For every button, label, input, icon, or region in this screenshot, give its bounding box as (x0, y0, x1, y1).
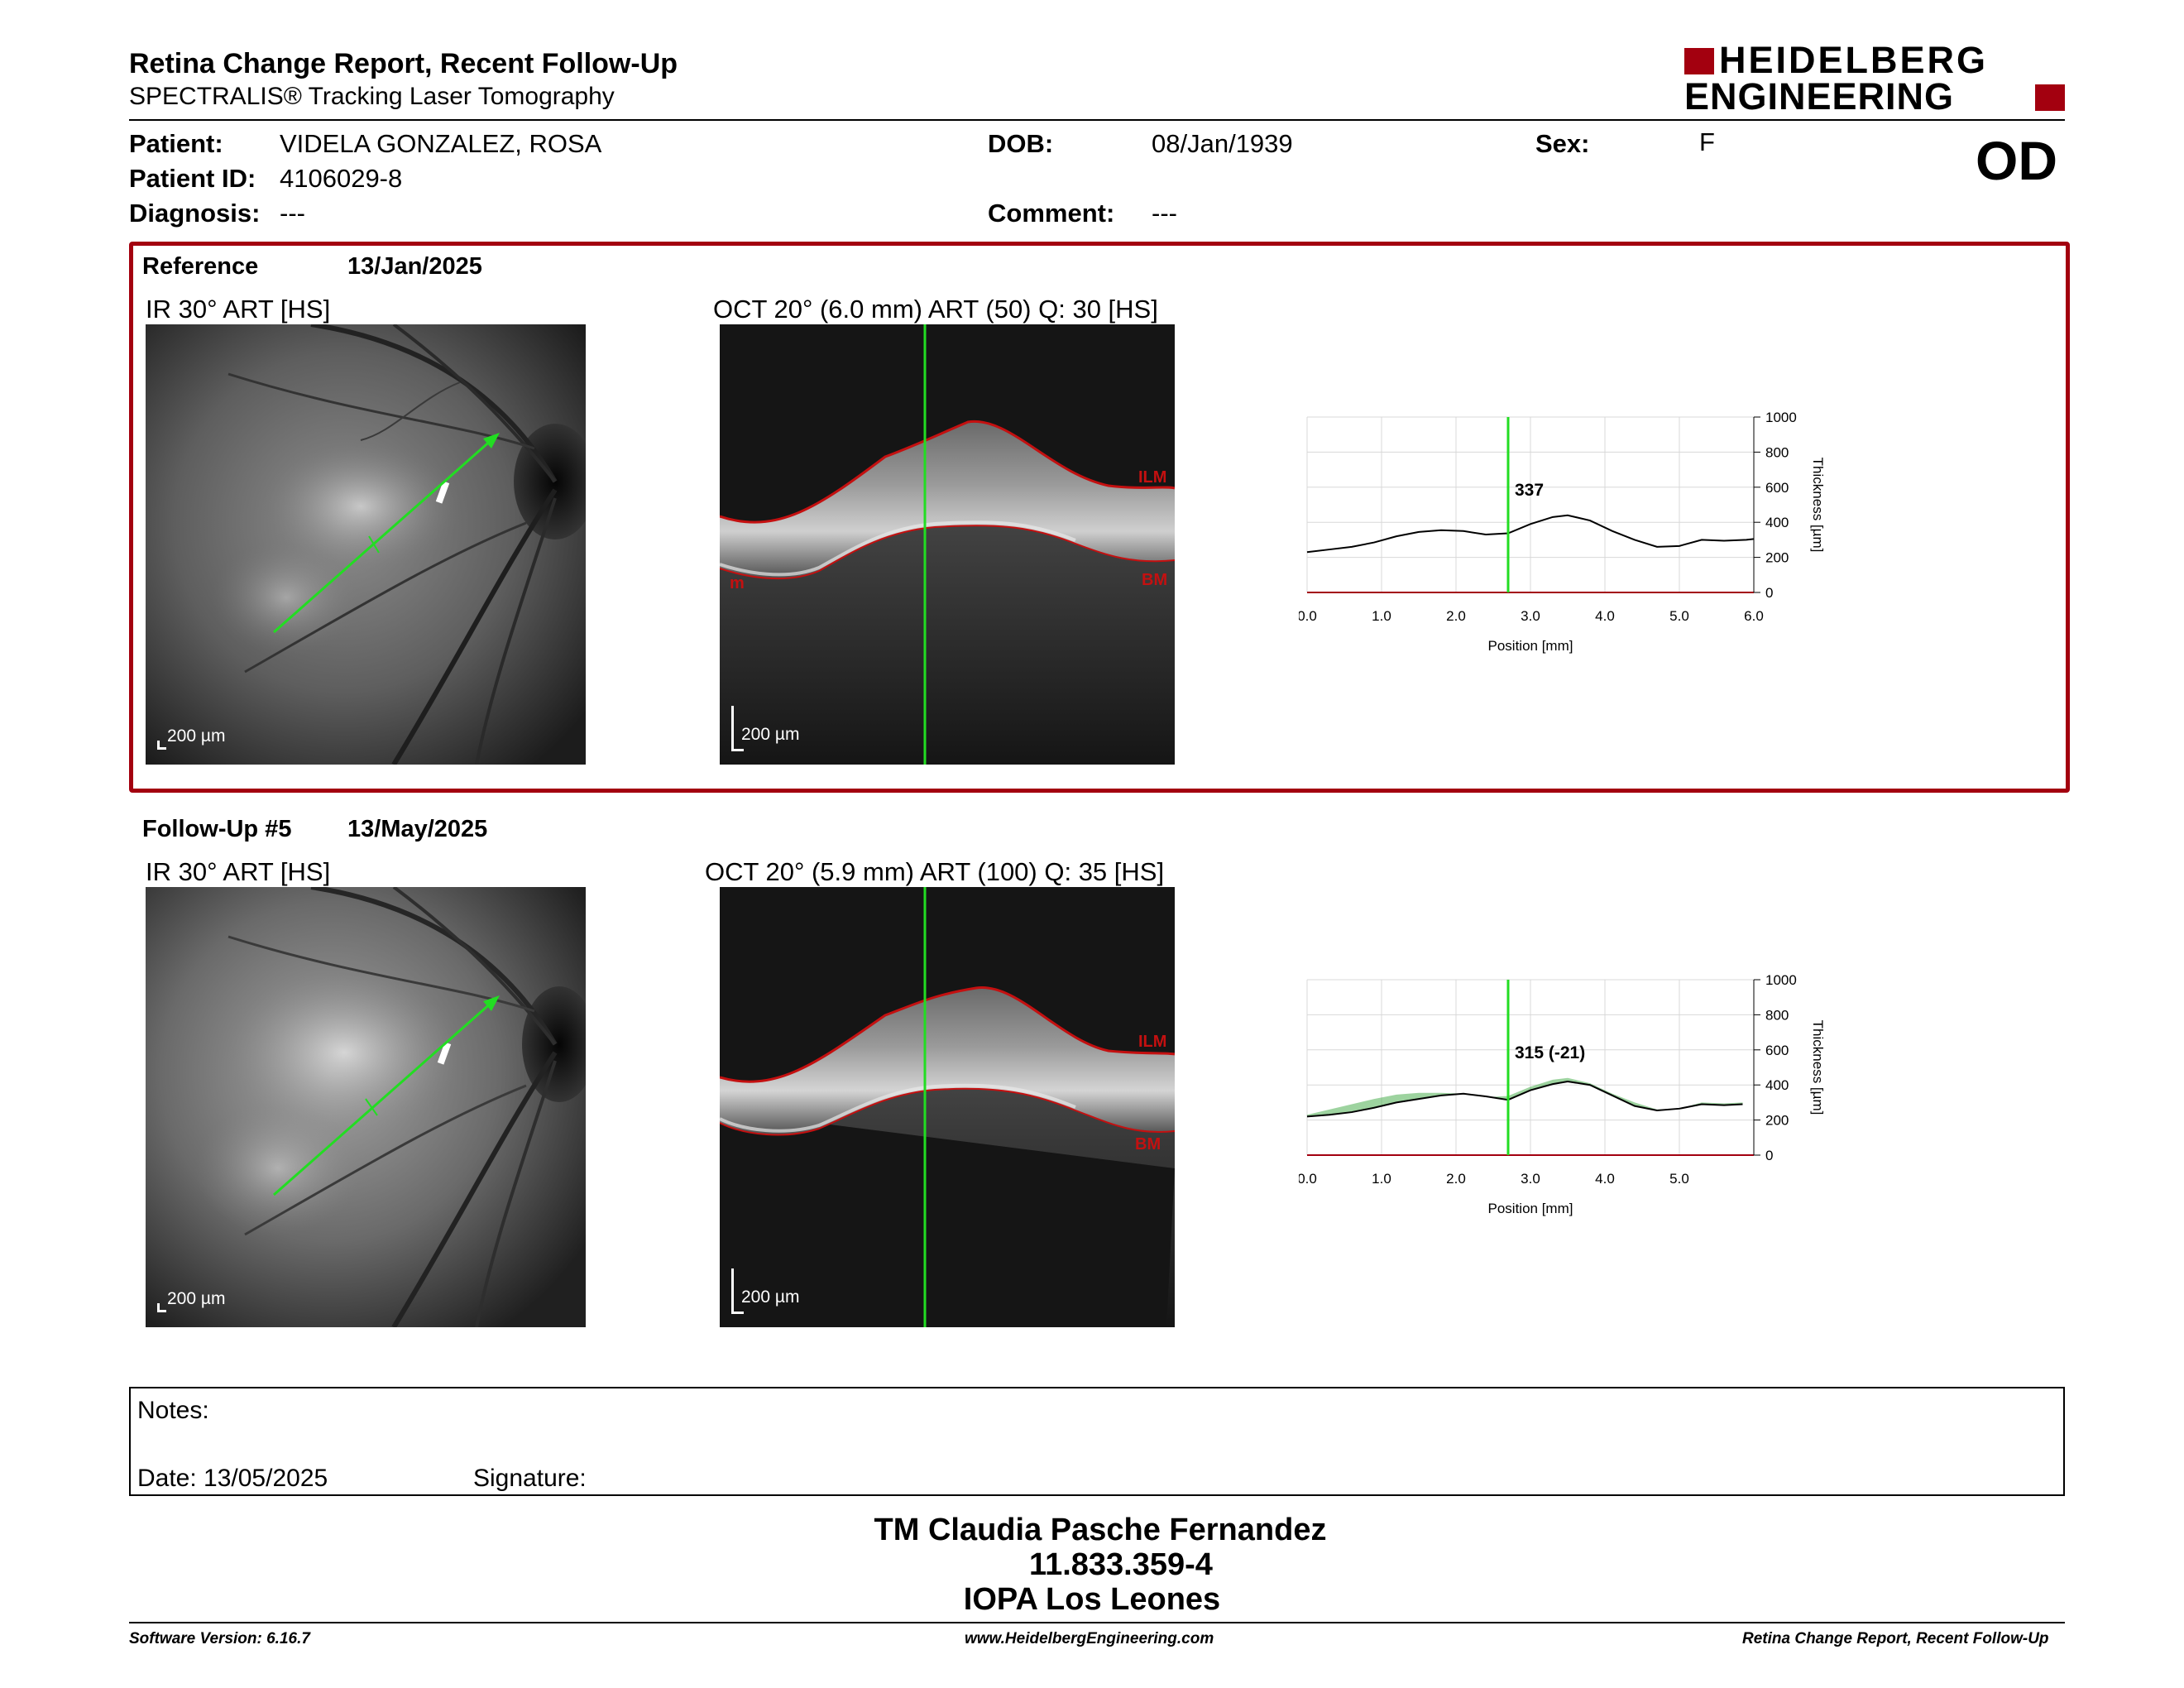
y-axis-label: Thickness [µm] (1810, 458, 1826, 553)
thickness-line (1306, 514, 1755, 554)
x-tick-label: 4.0 (1595, 1171, 1615, 1187)
dob-label: DOB: (988, 129, 1054, 158)
x-tick-label: 0.0 (1299, 608, 1317, 624)
y-tick-label: 200 (1765, 1113, 1789, 1129)
sex-value: F (1699, 127, 1715, 156)
thickness-change-area (1396, 1092, 1419, 1103)
comment-value: --- (1152, 199, 1177, 228)
fu-ir-title: IR 30° ART [HS] (146, 857, 331, 886)
followup-date: 13/May/2025 (347, 816, 488, 842)
y-tick-label: 600 (1765, 480, 1789, 496)
stamp-id: 11.833.359-4 (1029, 1547, 1213, 1582)
fu-oct-title: OCT 20° (5.9 mm) ART (100) Q: 35 [HS] (705, 857, 1165, 886)
ref-thickness-graph: 0.0 1.0 2.0 3.0 4.0 5.0 6.0 0 200 400 600 800 1000 Po… (1297, 409, 1845, 674)
x-axis-label: Position [mm] (1488, 638, 1573, 654)
y-tick-label: 800 (1765, 1007, 1789, 1023)
fu-oct-scale-bar: 200 µm (731, 1268, 831, 1314)
stamp-name: TM Claudia Pasche Fernandez (874, 1513, 1327, 1547)
y-tick-label: 600 (1765, 1043, 1789, 1058)
diagnosis-value: --- (280, 199, 305, 228)
y-axis-label: Thickness [µm] (1810, 1020, 1826, 1115)
fu-oct-ilm-label: ILM (1138, 1033, 1167, 1051)
x-tick-label: 5.0 (1669, 608, 1689, 624)
x-tick-label: 1.0 (1372, 608, 1391, 624)
ref-oct-ilm-label: ILM (1138, 468, 1167, 487)
report-title: Retina Change Report, Recent Follow-Up (129, 48, 678, 79)
footer-software: Software Version: 6.16.7 (129, 1630, 310, 1647)
cursor-value-label: 337 (1515, 481, 1544, 500)
footer-url: www.HeidelbergEngineering.com (965, 1630, 1214, 1647)
x-tick-label: 2.0 (1446, 1171, 1466, 1187)
fu-oct-bm-label: BM (1135, 1135, 1161, 1153)
sex-label: Sex: (1535, 129, 1590, 158)
logo-text-bottom: ENGINEERING (1684, 75, 1955, 117)
x-tick-label: 4.0 (1595, 608, 1615, 624)
x-tick-label: 3.0 (1521, 608, 1540, 624)
fu-oct-bscan-image: ILM BM 200 µm (720, 887, 1175, 1327)
ref-oct-bm-left-label: m (730, 574, 745, 592)
footer-report: Retina Change Report, Recent Follow-Up (1742, 1630, 2049, 1647)
ref-ir-scale-bar: 200 µm (157, 727, 256, 750)
x-tick-label: 3.0 (1521, 1171, 1540, 1187)
ref-thickness-chart: 0.0 1.0 2.0 3.0 4.0 5.0 6.00 200 400 600 800 1000 Po… (1297, 410, 1826, 654)
thickness-change-area (1635, 1102, 1657, 1110)
x-tick-label: 0.0 (1299, 1171, 1317, 1187)
eye-indicator: OD (1976, 130, 2057, 191)
stamp-institution: IOPA Los Leones (963, 1582, 1221, 1617)
logo-square-icon-2 (2035, 84, 2065, 111)
ref-oct-title: OCT 20° (6.0 mm) ART (50) Q: 30 [HS] (713, 295, 1158, 324)
ref-oct-scale-bar: 200 µm (731, 705, 831, 751)
fu-thickness-chart: 0.0 1.0 2.0 3.0 4.0 5.0 0 200 400 600 800 1000 Posit… (1297, 972, 1826, 1216)
x-tick-label: 6.0 (1744, 608, 1764, 624)
dob-value: 08/Jan/1939 (1152, 129, 1293, 158)
patient-label: Patient: (129, 129, 223, 158)
y-tick-label: 800 (1765, 444, 1789, 460)
ref-ir-fundus-image: 200 µm (146, 324, 586, 765)
reference-date: 13/Jan/2025 (347, 253, 482, 280)
fu-ir-fundus-image: 200 µm (146, 887, 586, 1327)
notes-date: Date: 13/05/2025 (137, 1465, 328, 1492)
y-tick-label: 400 (1765, 1077, 1789, 1093)
logo-text-top: HEIDELBERG (1719, 39, 1989, 81)
heidelberg-logo: HEIDELBERG ENGINEERING (1684, 41, 2065, 117)
fu-thickness-graph: 0.0 1.0 2.0 3.0 4.0 5.0 0 200 400 600 800 1000 Posit… (1297, 971, 1845, 1236)
reference-label: Reference (142, 253, 259, 280)
ref-ir-title: IR 30° ART [HS] (146, 295, 331, 324)
y-tick-label: 400 (1765, 515, 1789, 530)
x-tick-label: 1.0 (1372, 1171, 1391, 1187)
notes-signature: Signature: (473, 1465, 587, 1492)
logo-square-icon (1684, 48, 1714, 74)
x-tick-label: 5.0 (1669, 1171, 1689, 1187)
thickness-change-area (1530, 1079, 1553, 1091)
y-tick-label: 1000 (1765, 410, 1797, 425)
notes-box: Notes: Date: 13/05/2025 Signature: (129, 1387, 2065, 1496)
comment-label: Comment: (988, 199, 1115, 228)
y-tick-label: 0 (1765, 1148, 1773, 1163)
y-tick-label: 1000 (1765, 972, 1797, 988)
ref-oct-bm-label: BM (1142, 571, 1168, 589)
thickness-change-area (1374, 1094, 1396, 1108)
diagnosis-label: Diagnosis: (129, 199, 261, 228)
cursor-value-label: 315 (-21) (1515, 1043, 1585, 1062)
fu-ir-scale-bar: 200 µm (157, 1289, 256, 1312)
x-tick-label: 2.0 (1446, 608, 1466, 624)
footer-divider (129, 1622, 2065, 1623)
thickness-change-area (1352, 1099, 1374, 1113)
x-axis-label: Position [mm] (1488, 1201, 1573, 1216)
patient-id-value: 4106029-8 (280, 164, 403, 193)
notes-label: Notes: (137, 1397, 209, 1424)
y-tick-label: 200 (1765, 550, 1789, 566)
followup-label: Follow-Up #5 (142, 816, 292, 842)
ref-oct-bscan-image: ILM BM m 200 µm (720, 324, 1175, 765)
reference-frame (129, 242, 2070, 793)
header-divider (129, 119, 2065, 121)
report-subtitle: SPECTRALIS® Tracking Laser Tomography (129, 83, 615, 110)
patient-name: VIDELA GONZALEZ, ROSA (280, 129, 602, 158)
y-tick-label: 0 (1765, 585, 1773, 601)
thickness-change-area (1568, 1077, 1590, 1086)
thickness-line (1306, 1080, 1743, 1118)
patient-id-label: Patient ID: (129, 164, 256, 193)
thickness-change-area (1553, 1077, 1568, 1085)
